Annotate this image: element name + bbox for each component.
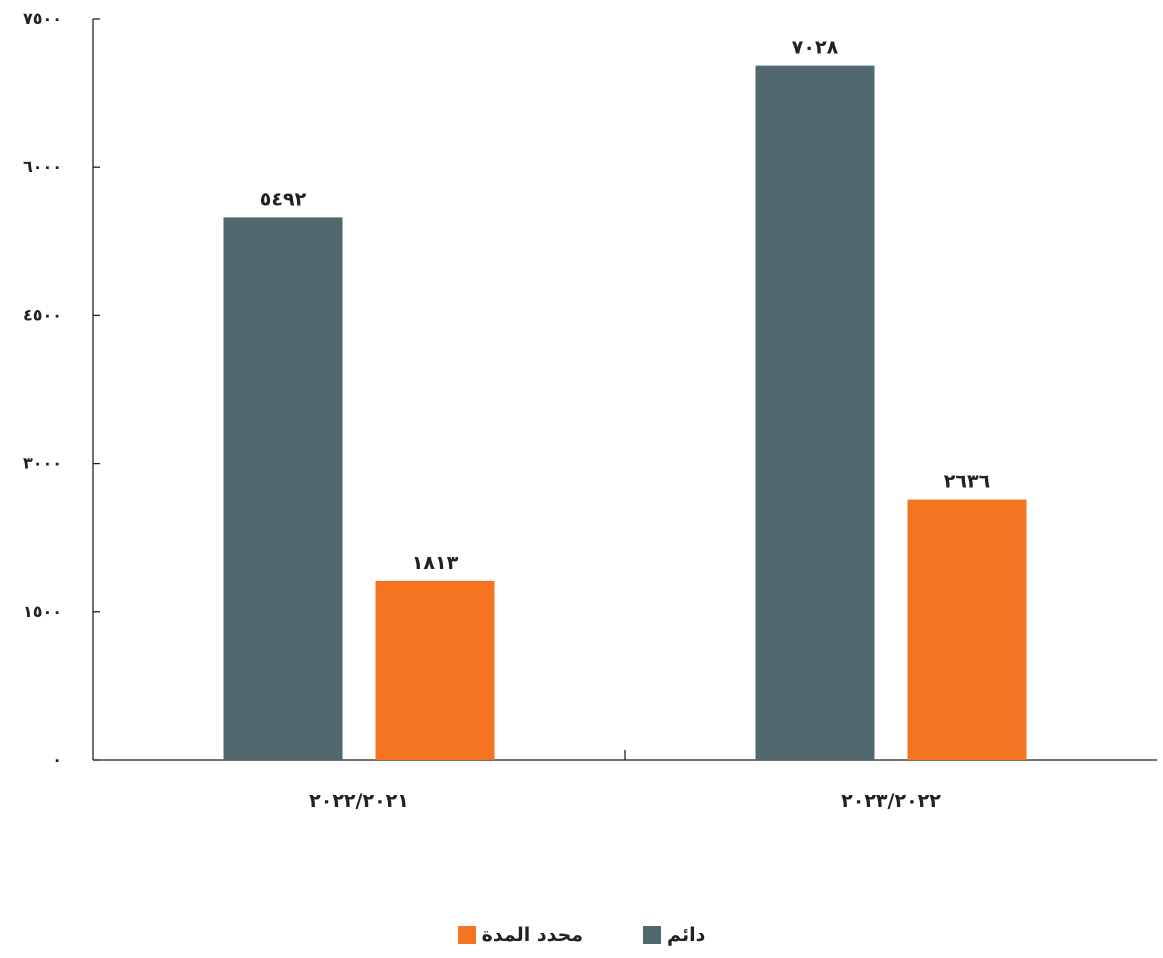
y-tick-label: ٠ xyxy=(52,750,62,769)
y-tick-label: ١٥٠٠ xyxy=(23,602,62,621)
bar-chart: ٠ ١٥٠٠ ٣٠٠٠ ٤٥٠٠ ٦٠٠٠ ٧٥٠٠ ٥٤٩٢ ١٨١٣ ٢٠٢٢/٢٠٢١ ٧٠… xyxy=(23,9,1157,812)
y-tick-label: ٧٥٠٠ xyxy=(23,9,62,28)
bar xyxy=(907,499,1027,760)
legend-swatch xyxy=(457,926,476,944)
legend-item: دائم xyxy=(643,924,705,946)
bar xyxy=(375,580,495,760)
bar xyxy=(755,65,875,760)
data-label: ٢٦٣٦ xyxy=(944,471,990,493)
x-category-label: ٢٠٢٢/٢٠٢١ xyxy=(309,790,409,812)
y-tick-label: ٦٠٠٠ xyxy=(23,157,62,176)
legend-item: محدد المدة xyxy=(457,924,584,946)
legend-label: دائم xyxy=(667,924,706,946)
y-tick-label: ٤٥٠٠ xyxy=(23,305,62,324)
y-tick-label: ٣٠٠٠ xyxy=(23,454,62,473)
legend: دائم محدد المدة xyxy=(0,924,1163,946)
data-label: ٧٠٢٨ xyxy=(792,37,839,59)
data-label: ١٨١٣ xyxy=(412,552,459,574)
bar xyxy=(223,217,343,761)
x-category-label: ٢٠٢٣/٢٠٢٢ xyxy=(841,790,941,812)
legend-label: محدد المدة xyxy=(481,924,584,946)
legend-swatch xyxy=(643,926,662,944)
data-label: ٥٤٩٢ xyxy=(260,188,307,210)
